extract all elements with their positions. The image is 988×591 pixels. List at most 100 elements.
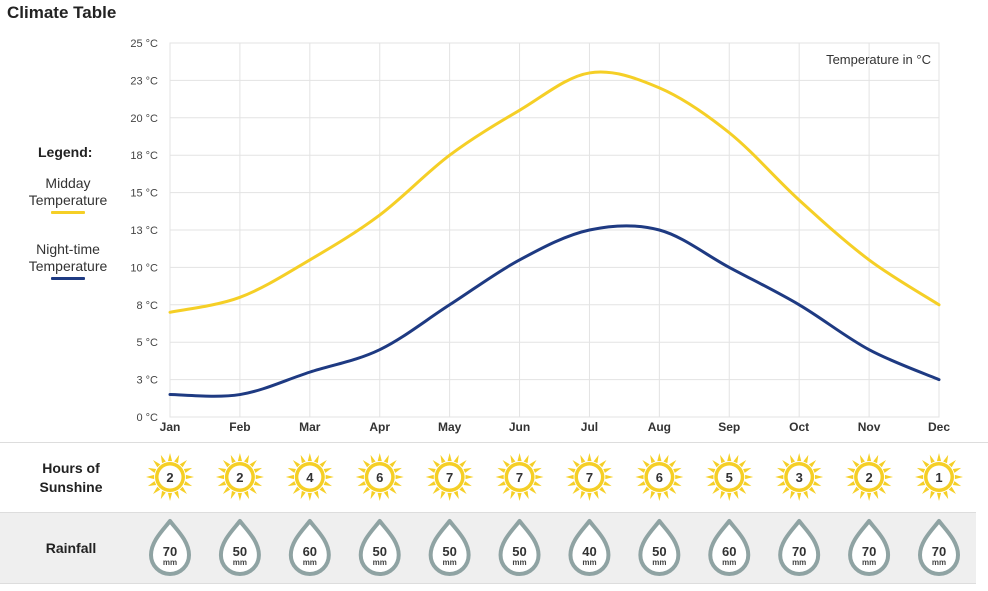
- sun-center: [717, 465, 741, 489]
- rainfall-unit: mm: [792, 558, 806, 567]
- sun-ray: [495, 474, 504, 480]
- sun-center: [927, 465, 951, 489]
- sun-ray: [185, 474, 194, 480]
- sun-ray: [323, 467, 332, 473]
- x-tick-label: Apr: [369, 420, 390, 434]
- legend-label-line2: Temperature: [28, 258, 108, 274]
- sun-ray: [815, 474, 824, 480]
- rainfall-unit: mm: [862, 558, 876, 567]
- sun-ray: [777, 481, 786, 487]
- sunshine-value: 1: [935, 470, 942, 485]
- sun-ray: [160, 454, 166, 464]
- sun-ray: [599, 486, 607, 494]
- sun-ray: [720, 454, 726, 464]
- sun-ray: [179, 460, 187, 468]
- rainfall-value: 50: [442, 544, 456, 559]
- y-tick-label: 0 °C: [136, 412, 158, 424]
- y-tick-label: 3 °C: [136, 375, 158, 387]
- sun-ray: [249, 460, 257, 468]
- sunshine-value: 5: [726, 470, 733, 485]
- sun-ray: [782, 460, 790, 468]
- sun-ray: [453, 454, 459, 464]
- raindrop-icon: [638, 519, 681, 576]
- sun-ray: [300, 490, 306, 500]
- sun-ray: [510, 454, 516, 464]
- sun-ray: [174, 490, 180, 500]
- raindrop-icon: [428, 519, 471, 576]
- rainfall-unit: mm: [373, 558, 387, 567]
- sun-ray: [523, 454, 529, 464]
- sunshine-value: 2: [865, 470, 872, 485]
- sun-ray: [859, 454, 865, 464]
- sun-ray: [727, 492, 732, 501]
- sun-ray: [675, 474, 684, 480]
- sun-ray: [916, 481, 926, 487]
- sun-center: [577, 465, 601, 489]
- sun-ray: [657, 492, 662, 501]
- sun-center: [647, 465, 671, 489]
- legend-heading: Legend:: [38, 144, 93, 160]
- sun-ray: [789, 454, 796, 464]
- sun-ray: [362, 486, 370, 494]
- rainfall-unit: mm: [303, 558, 317, 567]
- rainfall-unit: mm: [652, 558, 666, 567]
- sun-ray: [727, 453, 732, 462]
- sun-ray: [882, 467, 892, 473]
- sun-ray: [878, 486, 887, 494]
- x-tick-label: May: [438, 420, 462, 434]
- sun-ray: [362, 460, 370, 468]
- sun-ray: [357, 467, 366, 473]
- y-tick-label: 13 °C: [130, 225, 158, 237]
- x-tick-label: Jun: [509, 420, 530, 434]
- raindrop-icon: [358, 519, 401, 576]
- sun-ray: [673, 467, 682, 473]
- sun-ray: [167, 453, 173, 462]
- sun-center: [438, 465, 462, 489]
- sun-ray: [323, 481, 332, 487]
- raindrop-icon: [218, 519, 261, 576]
- sun-ray: [739, 486, 747, 494]
- sun-ray: [673, 481, 682, 487]
- sunshine-row: Hours of Sunshine: [0, 442, 988, 513]
- legend: Legend: Midday Temperature Night-time Te…: [0, 0, 130, 440]
- sun-ray: [517, 492, 522, 501]
- sun-ray: [650, 454, 656, 464]
- sun-ray: [183, 467, 193, 473]
- sun-ray: [669, 460, 677, 468]
- sun-ray: [669, 486, 677, 494]
- sunshine-value: 4: [306, 470, 314, 485]
- sun-ray: [845, 474, 854, 480]
- sun-ray: [237, 453, 242, 462]
- sun-ray: [497, 467, 506, 473]
- rainfall-value: 50: [372, 544, 386, 559]
- sun-ray: [635, 474, 644, 480]
- y-tick-label: 10 °C: [130, 262, 158, 274]
- sun-ray: [859, 490, 865, 500]
- sun-ray: [523, 490, 529, 500]
- rainfall-value: 50: [233, 544, 247, 559]
- rainfall-value: 60: [722, 544, 736, 559]
- rainfall-value: 70: [862, 544, 876, 559]
- legend-item-midday: Midday Temperature: [18, 175, 118, 214]
- sun-ray: [147, 481, 157, 487]
- rainfall-unit: mm: [233, 558, 247, 567]
- sun-ray: [355, 474, 364, 480]
- y-tick-label: 18 °C: [130, 150, 158, 162]
- sun-ray: [146, 474, 155, 480]
- sun-ray: [230, 490, 236, 500]
- sun-center: [787, 465, 811, 489]
- sun-center: [158, 465, 182, 489]
- sun-ray: [292, 486, 301, 494]
- sun-ray: [389, 460, 397, 468]
- sun-ray: [222, 460, 231, 468]
- sun-ray: [179, 486, 187, 494]
- y-tick-label: 8 °C: [136, 300, 158, 312]
- rainfall-value: 70: [932, 544, 946, 559]
- sunshine-value: 7: [516, 470, 523, 485]
- legend-item-night: Night-time Temperature: [18, 241, 118, 280]
- sun-ray: [929, 454, 935, 464]
- sun-ray: [948, 460, 956, 468]
- sun-ray: [712, 486, 720, 494]
- sun-ray: [916, 467, 926, 473]
- sun-ray: [440, 454, 446, 464]
